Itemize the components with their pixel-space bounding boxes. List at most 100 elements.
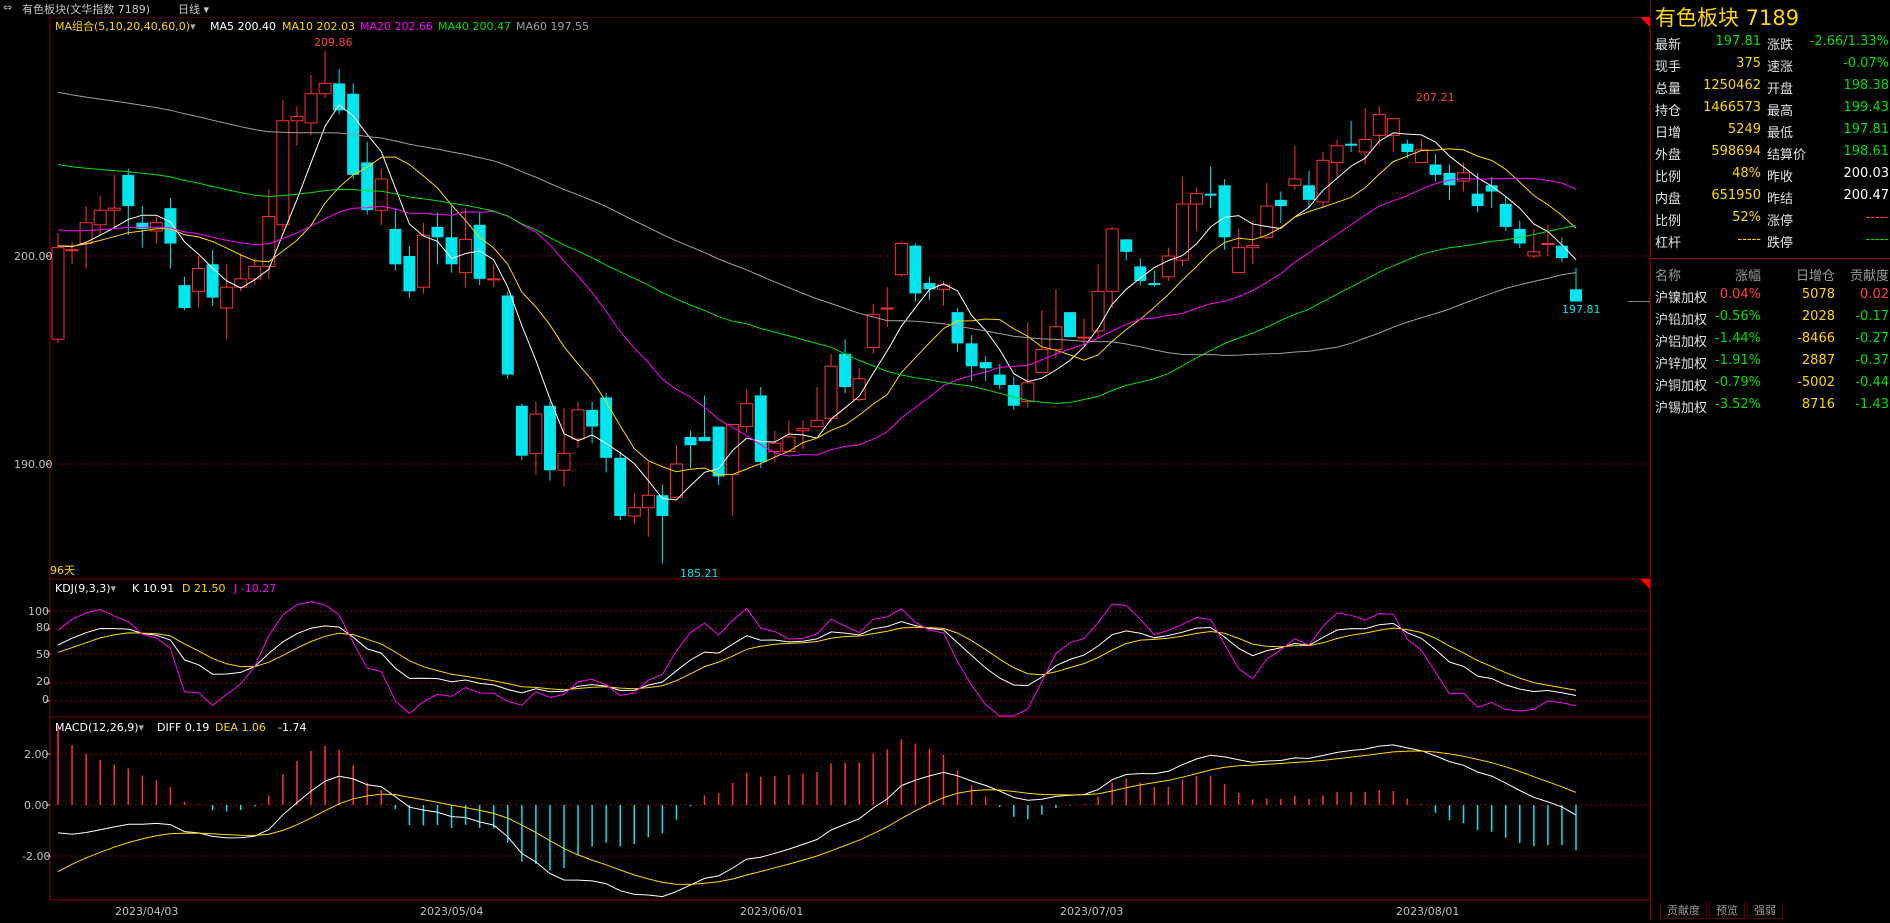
- candle: [374, 168, 388, 225]
- candle: [403, 245, 416, 298]
- candle: [824, 353, 838, 423]
- table-row[interactable]: 沪铝加权 -1.44% -8466 -0.27: [1651, 328, 1890, 350]
- candle: [571, 401, 585, 448]
- period-label: 日线: [178, 3, 200, 16]
- candle: [149, 216, 163, 244]
- chart-svg[interactable]: MA组合(5,10,20,40,60,0)▾ MA5 200.40 MA10 2…: [0, 16, 1651, 920]
- kdj-tick-100: 100: [28, 605, 49, 618]
- candle: [1316, 152, 1330, 209]
- table-row[interactable]: 沪锡加权 -3.52% 8716 -1.43: [1651, 394, 1890, 416]
- row-contribution: -1.43: [1855, 397, 1889, 412]
- kdj-tick-50: 50: [36, 648, 50, 661]
- quote-label: 涨停: [1767, 214, 1794, 229]
- table-row[interactable]: 沪铅加权 -0.56% 2028 -0.17: [1651, 306, 1890, 328]
- quote-label: 结算价: [1767, 148, 1807, 163]
- candle: [262, 189, 276, 279]
- candle: [487, 264, 501, 288]
- candle: [136, 206, 149, 248]
- quote-label: 涨跌: [1767, 38, 1794, 53]
- tab-preview[interactable]: 预览: [1709, 902, 1745, 919]
- tab-strength[interactable]: 强弱: [1747, 902, 1783, 919]
- quote-label: 杠杆: [1655, 236, 1682, 251]
- table-row[interactable]: 沪镍加权 0.04% 5078 0.02: [1651, 284, 1890, 306]
- divider: [1651, 258, 1890, 259]
- candle: [1570, 267, 1582, 302]
- col-header: 涨幅: [1734, 269, 1761, 284]
- quote-row: 日增 5249 最低 197.81: [1651, 119, 1890, 141]
- chart-area[interactable]: MA组合(5,10,20,40,60,0)▾ MA5 200.40 MA10 2…: [0, 16, 1651, 920]
- quote-panel: 有色板块 7189 最新 197.81 涨跌 -2.66/1.33% 现手 375…: [1650, 0, 1890, 920]
- kdj-tick-80: 80: [36, 621, 50, 634]
- table-row[interactable]: 沪铜加权 -0.79% -5002 -0.44: [1651, 372, 1890, 394]
- macd-label[interactable]: MACD(12,26,9)▾: [55, 721, 145, 734]
- candle: [1232, 228, 1246, 274]
- last-annotation: 197.81: [1562, 303, 1601, 316]
- ma-combo-label[interactable]: MA组合(5,10,20,40,60,0)▾: [55, 19, 196, 33]
- panel-title: 有色板块 7189: [1655, 6, 1800, 30]
- candle: [1541, 224, 1555, 256]
- row-change: -0.79%: [1715, 375, 1761, 390]
- quote-label: 内盘: [1655, 192, 1682, 207]
- candle: [894, 241, 908, 277]
- ma60-line: [57, 91, 1577, 356]
- col-header: 名称: [1655, 269, 1682, 284]
- table-row[interactable]: 沪锌加权 -1.91% 2887 -0.37: [1651, 350, 1890, 372]
- candle: [416, 222, 430, 294]
- y-tick-200: 200.00: [14, 250, 53, 263]
- candle: [1064, 312, 1076, 338]
- candle: [656, 484, 669, 564]
- candle: [641, 461, 655, 537]
- candle: [93, 195, 107, 236]
- macd-diff: DIFF 0.19: [157, 721, 209, 734]
- row-name: 沪锌加权: [1655, 357, 1708, 372]
- quote-value: 199.43: [1843, 100, 1890, 115]
- quote-label: 最新: [1655, 38, 1682, 53]
- candle: [1035, 310, 1049, 373]
- candle: [684, 430, 697, 469]
- quote-label: 速涨: [1767, 60, 1794, 75]
- menu-icon[interactable]: ⇔: [3, 1, 13, 14]
- candle: [333, 68, 346, 115]
- candle: [1274, 191, 1287, 223]
- candle: [276, 100, 290, 232]
- quote-value: -----: [1737, 232, 1761, 247]
- candle: [614, 451, 627, 521]
- candle: [712, 426, 725, 485]
- x-date-3: 2023/06/01: [740, 905, 803, 918]
- ma40-line: [57, 164, 1577, 404]
- row-oi-change: 2887: [1801, 353, 1835, 368]
- kdj-tick-20: 20: [36, 675, 50, 688]
- macd-bars: [57, 726, 1577, 871]
- candle: [1134, 258, 1147, 286]
- quote-value: 197.81: [1843, 122, 1890, 137]
- candle: [937, 280, 950, 306]
- candle: [361, 141, 374, 215]
- quote-value: -----: [1865, 210, 1889, 225]
- candle: [1161, 247, 1175, 281]
- macd-dea-line: [57, 750, 1577, 885]
- candle: [51, 233, 65, 344]
- candle: [698, 395, 711, 442]
- x-date-1: 2023/04/03: [115, 905, 178, 918]
- candlesticks: [51, 50, 1650, 564]
- kdj-label[interactable]: KDJ(9,3,3)▾: [55, 582, 117, 595]
- candle: [1443, 164, 1456, 200]
- top-bar: ⇔ 有色板块(文华指数 7189) 日线 ▾: [0, 0, 1650, 17]
- kdj-lines: [57, 601, 1577, 717]
- quote-value: 5249: [1727, 122, 1761, 137]
- row-name: 沪锡加权: [1655, 401, 1708, 416]
- candle: [1120, 239, 1133, 261]
- quote-value: 52%: [1732, 210, 1761, 225]
- row-contribution: -0.44: [1855, 375, 1889, 390]
- period-selector[interactable]: 日线 ▾: [178, 1, 209, 17]
- tab-contribution[interactable]: 贡献度: [1660, 902, 1707, 919]
- quote-label: 日增: [1655, 126, 1682, 141]
- candle: [1260, 183, 1274, 240]
- quote-value: 198.61: [1843, 144, 1890, 159]
- candle: [79, 206, 93, 269]
- kdj-j: J -10.27: [233, 582, 276, 595]
- candle: [1049, 289, 1063, 358]
- col-header: 贡献度: [1849, 269, 1889, 284]
- quote-value: -----: [1865, 232, 1889, 247]
- candle: [852, 368, 866, 402]
